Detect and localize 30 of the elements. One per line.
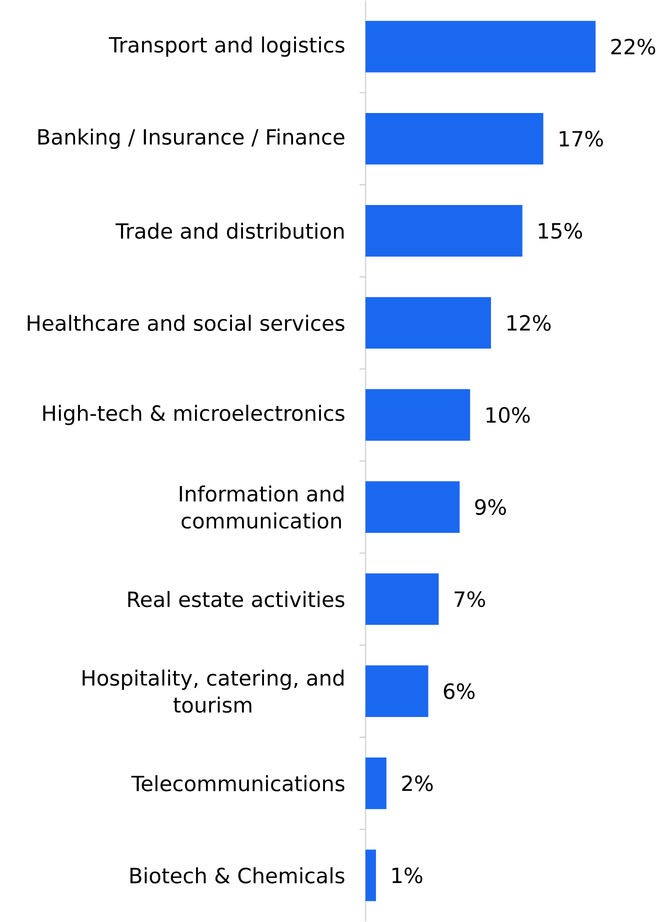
y-tick-label: Biotech & Chemicals [130, 867, 344, 884]
y-tick-label: Transport and logistics [108, 36, 344, 57]
data-label: 12% [507, 314, 551, 331]
y-tick-label: Healthcare and social services [28, 314, 344, 331]
y-tick-label: Information and communication [180, 485, 344, 529]
data-label: 6% [444, 683, 474, 700]
data-label: 10% [486, 407, 530, 423]
data-label: 7% [454, 591, 485, 608]
bar [365, 665, 428, 717]
bar [365, 297, 491, 349]
bar [365, 112, 544, 165]
y-tick-label: Banking / Insurance / Finance [38, 128, 344, 149]
y-tick-label: Hospitality, catering, and tourism [82, 670, 344, 713]
data-label: 15% [538, 222, 582, 239]
bar [365, 573, 439, 625]
bar [365, 481, 460, 533]
data-label: 9% [475, 499, 506, 515]
bar [365, 850, 376, 902]
y-tick-label: Trade and distribution [115, 222, 344, 239]
y-tick-label: High-tech & microelectronics [43, 404, 344, 426]
y-tick-label: Real estate activities [128, 591, 344, 608]
bar [365, 205, 522, 257]
data-label: 1% [392, 867, 422, 884]
y-tick-label: Telecommunications [131, 775, 344, 792]
bar [365, 20, 596, 72]
data-label: 22% [611, 38, 656, 55]
data-label: 2% [402, 775, 433, 792]
bar [365, 389, 470, 441]
data-label: 17% [560, 130, 603, 147]
bar [365, 758, 386, 810]
